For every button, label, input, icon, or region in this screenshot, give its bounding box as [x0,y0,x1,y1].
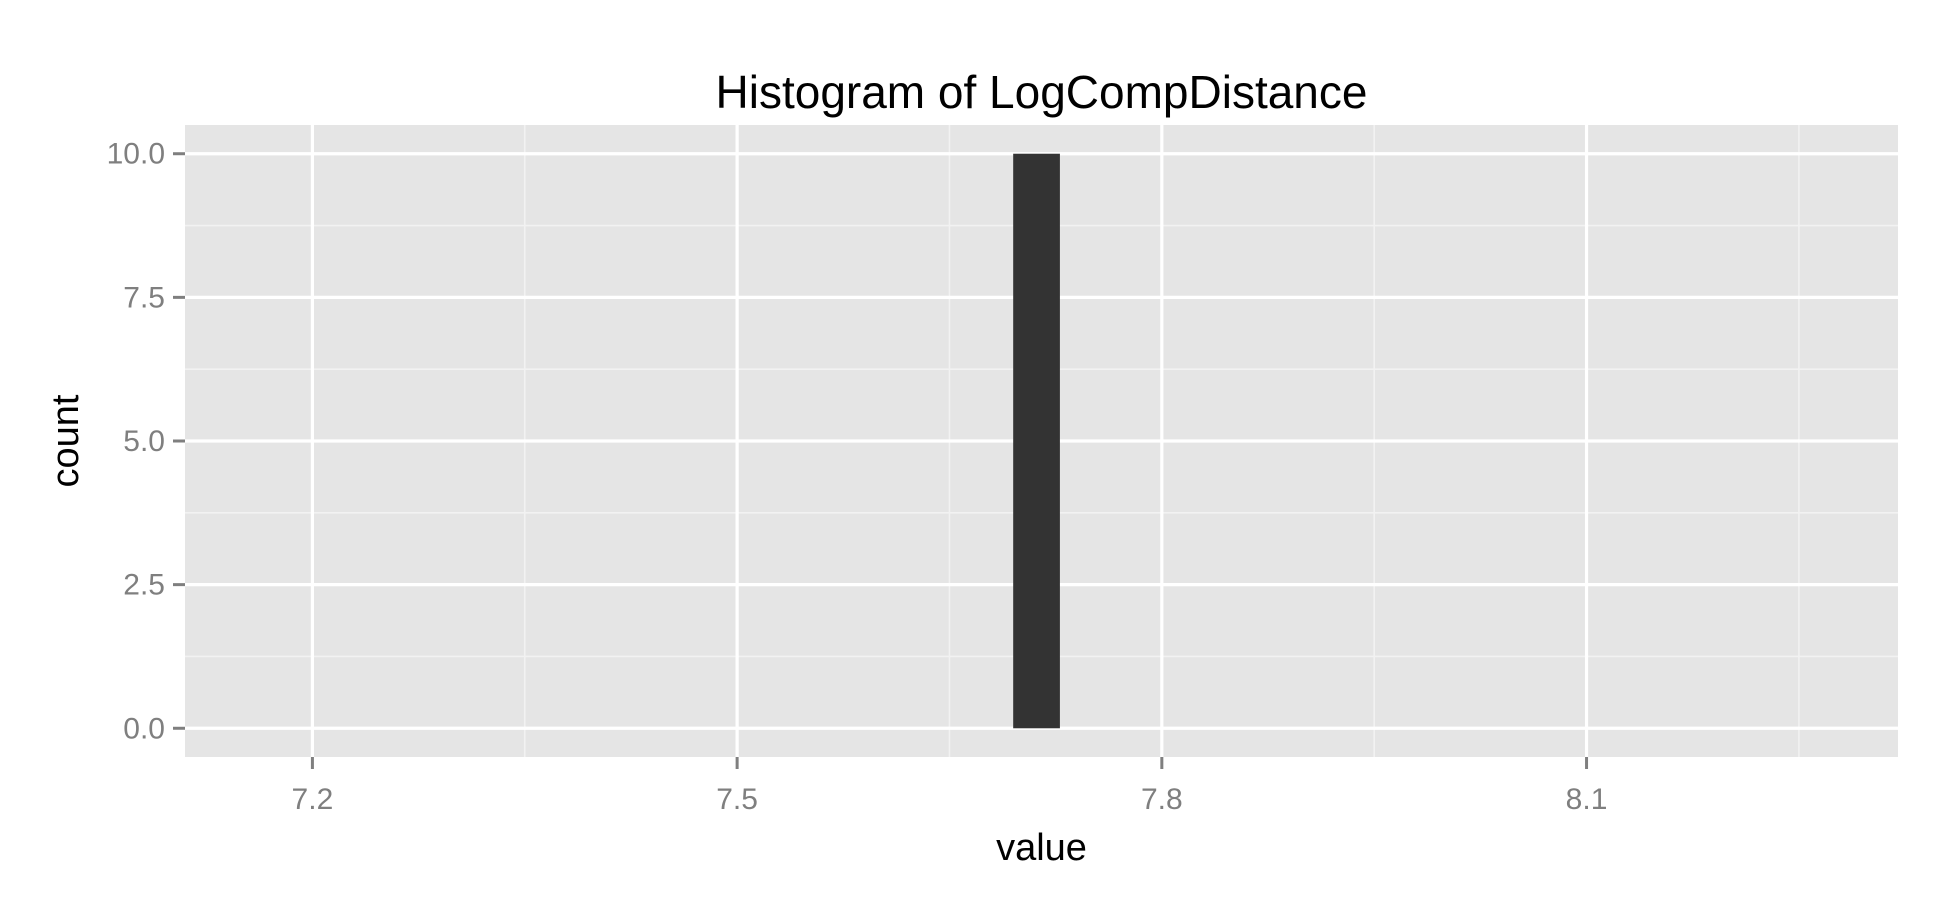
y-axis: 0.0 2.5 5.0 7.5 10.0 [107,138,185,745]
chart-title: Histogram of LogCompDistance [716,66,1368,118]
y-tick-label: 7.5 [123,281,165,314]
x-axis-title: value [996,827,1087,869]
histogram-bars [1013,153,1060,729]
y-tick-label: 2.5 [123,569,165,602]
y-tick-label: 0.0 [123,712,165,745]
y-tick-label: 10.0 [107,138,165,171]
x-tick-label: 7.8 [1141,783,1183,816]
x-tick-label: 7.2 [292,783,334,816]
x-tick-label: 8.1 [1566,783,1608,816]
x-axis: 7.2 7.5 7.8 8.1 [292,757,1608,816]
histogram-bar [1013,153,1060,729]
y-axis-title: count [45,394,87,487]
y-tick-label: 5.0 [123,425,165,458]
x-tick-label: 7.5 [716,783,758,816]
